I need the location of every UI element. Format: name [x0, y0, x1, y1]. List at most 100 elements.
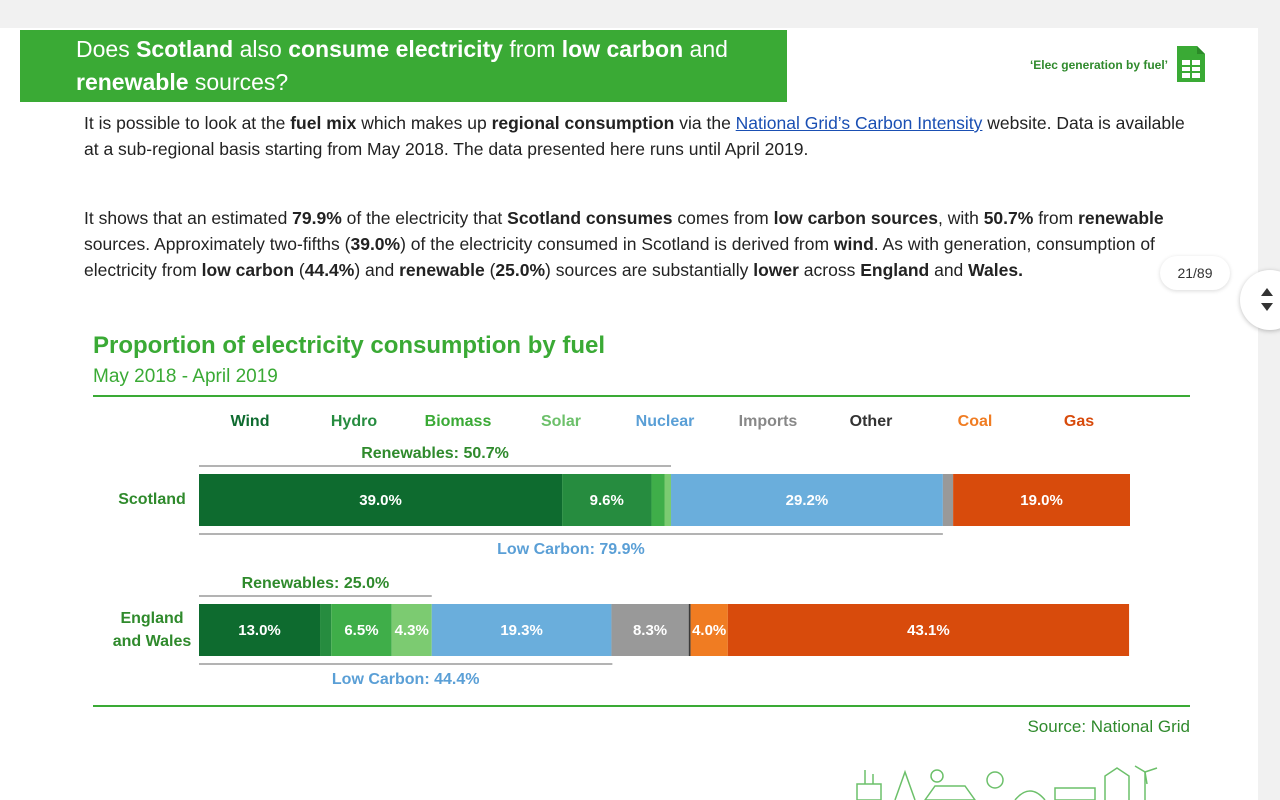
legend-coal: Coal — [957, 413, 993, 430]
bar-coal-england-wales — [690, 604, 728, 656]
paragraph2-segment: from — [1033, 208, 1079, 228]
elec-generation-link[interactable]: ‘Elec generation by fuel’ — [1029, 58, 1168, 72]
bar-hydro-scotland — [562, 474, 652, 526]
legend-imports: Imports — [738, 413, 798, 430]
paragraph2-segment: wind — [833, 234, 874, 254]
paragraph2-segment: ) sources are substantially — [545, 260, 754, 280]
paragraph2-segment: renewable — [399, 260, 485, 280]
bar-value-label: 29.2% — [786, 492, 829, 509]
legend-gas: Gas — [1063, 413, 1095, 430]
bar-biomass-england-wales — [331, 604, 392, 656]
paragraph2-segment: and — [929, 260, 969, 280]
paragraph2-segment: comes from — [672, 208, 774, 228]
legend-solar: Solar — [540, 413, 581, 430]
bracket-label: Low Carbon: 44.4% — [332, 671, 480, 688]
paragraph2-segment: low carbon — [201, 260, 295, 280]
paragraph2-segment: 39.0% — [350, 234, 401, 254]
row-label-england-and-wales: England and Wales — [100, 607, 204, 653]
paragraph2-segment: 50.7% — [983, 208, 1034, 228]
bar-gas-scotland — [953, 474, 1130, 526]
page-navigation-control[interactable] — [1240, 270, 1280, 330]
bar-hydro-england-wales — [320, 604, 332, 656]
chart-subtitle: May 2018 - April 2019 — [93, 366, 278, 387]
bar-other-england-wales — [688, 604, 691, 656]
header.title_parts-segment: also — [233, 36, 289, 62]
bar-imports-england-wales — [611, 604, 689, 656]
legend-wind: Wind — [230, 413, 270, 430]
paragraph2-segment: lower — [753, 260, 799, 280]
header.title_parts-segment: sources? — [188, 69, 289, 95]
bar-biomass-scotland — [651, 474, 665, 526]
paragraph1-segment: website. Data is available at a sub-regi… — [84, 113, 1185, 159]
summary-paragraph: It shows that an estimated 79.9% of the … — [84, 205, 1204, 283]
header.title_parts-segment: Does — [76, 36, 137, 62]
bar-value-label: 4.3% — [395, 622, 429, 639]
bar-solar-scotland — [664, 474, 672, 526]
bar-value-label: 19.0% — [1020, 492, 1063, 509]
paragraph1-segment: fuel mix — [290, 113, 357, 133]
energy-illustration — [856, 765, 1158, 800]
slide: Does Scotland also consume electricity f… — [0, 28, 1258, 800]
bar-value-label: 9.6% — [590, 492, 624, 509]
paragraph2-segment: , with — [937, 208, 984, 228]
bar-nuclear-scotland — [671, 474, 943, 526]
header.title_parts-segment: Scotland — [136, 36, 234, 62]
bracket-label: Renewables: 50.7% — [361, 445, 509, 462]
bar-value-label: 43.1% — [907, 622, 950, 639]
bar-wind-england-wales — [199, 604, 321, 656]
intro-paragraph: It is possible to look at the fuel mix w… — [84, 110, 1204, 162]
paragraph1-segment: which makes up — [356, 113, 492, 133]
paragraph2-segment: 44.4% — [304, 260, 355, 280]
bar-gas-england-wales — [727, 604, 1130, 656]
carbon-intensity-link[interactable]: National Grid’s Carbon Intensity — [735, 113, 983, 133]
paragraph2-segment: . As with generation, consumption of ele… — [84, 234, 1155, 280]
paragraph2-segment: 79.9% — [292, 208, 342, 228]
slide-title: Does Scotland also consume electricity f… — [20, 30, 787, 102]
bar-nuclear-england-wales — [431, 604, 612, 656]
bar-value-label: 4.0% — [692, 622, 726, 639]
legend-hydro: Hydro — [330, 413, 378, 430]
chart-title: Proportion of electricity consumption by… — [93, 332, 606, 359]
paragraph2-segment: ( — [484, 260, 496, 280]
row-label-scotland: Scotland — [100, 488, 204, 511]
legend-biomass: Biomass — [424, 413, 492, 430]
bar-solar-england-wales — [391, 604, 432, 656]
paragraph1-segment: It is possible to look at the — [84, 113, 291, 133]
legend-nuclear: Nuclear — [635, 413, 695, 430]
row-label-line: Scotland — [118, 491, 186, 508]
bracket-label: Renewables: 25.0% — [242, 575, 390, 592]
paragraph2-segment: 25.0% — [495, 260, 546, 280]
paragraph2-segment: renewable — [1078, 208, 1164, 228]
chart-source: Source: National Grid — [1027, 717, 1190, 736]
paragraph2-segment: ) and — [354, 260, 400, 280]
row-label-line: and Wales — [112, 633, 192, 650]
paragraph2-segment: of the electricity that — [341, 208, 508, 228]
header.title_parts-segment: and — [683, 36, 728, 62]
paragraph2-segment: low carbon sources — [773, 208, 938, 228]
paragraph2-segment: It shows that an estimated — [84, 208, 293, 228]
bracket-label: Low Carbon: 79.9% — [497, 541, 645, 558]
paragraph1-segment: regional consumption — [491, 113, 675, 133]
paragraph2-segment: Scotland consumes — [507, 208, 673, 228]
paragraph2-segment: ) of the electricity consumed in Scotlan… — [400, 234, 834, 254]
paragraph2-segment: across — [798, 260, 861, 280]
chevron-up-icon[interactable] — [1261, 288, 1273, 296]
chart-bottom-rule — [93, 705, 1190, 707]
bar-value-label: 39.0% — [359, 492, 402, 509]
paragraph1-segment: via the — [674, 113, 736, 133]
header.title_parts-segment: renewable — [76, 69, 189, 95]
header.title_parts-segment: from — [502, 36, 562, 62]
chevron-down-icon[interactable] — [1261, 303, 1273, 311]
paragraph2-segment: Wales. — [968, 260, 1023, 280]
page-counter: 21/89 — [1160, 256, 1230, 290]
bar-value-label: 19.3% — [500, 622, 543, 639]
row-label-line: England — [120, 610, 184, 627]
spreadsheet-icon[interactable] — [1175, 44, 1207, 84]
bar-value-label: 6.5% — [344, 622, 378, 639]
paragraph2-segment: ( — [294, 260, 305, 280]
header.title_parts-segment: consume electricity — [288, 36, 503, 62]
bar-wind-scotland — [199, 474, 563, 526]
stacked-bar-chart: 39.0% 9.6% 29.2% 19.0% 13.0% 6.5% 4.3% 19.3% 8.3… — [199, 445, 1130, 688]
paragraph2-segment: sources. Approximately two-fifths ( — [84, 234, 351, 254]
chart-top-rule — [93, 395, 1190, 397]
